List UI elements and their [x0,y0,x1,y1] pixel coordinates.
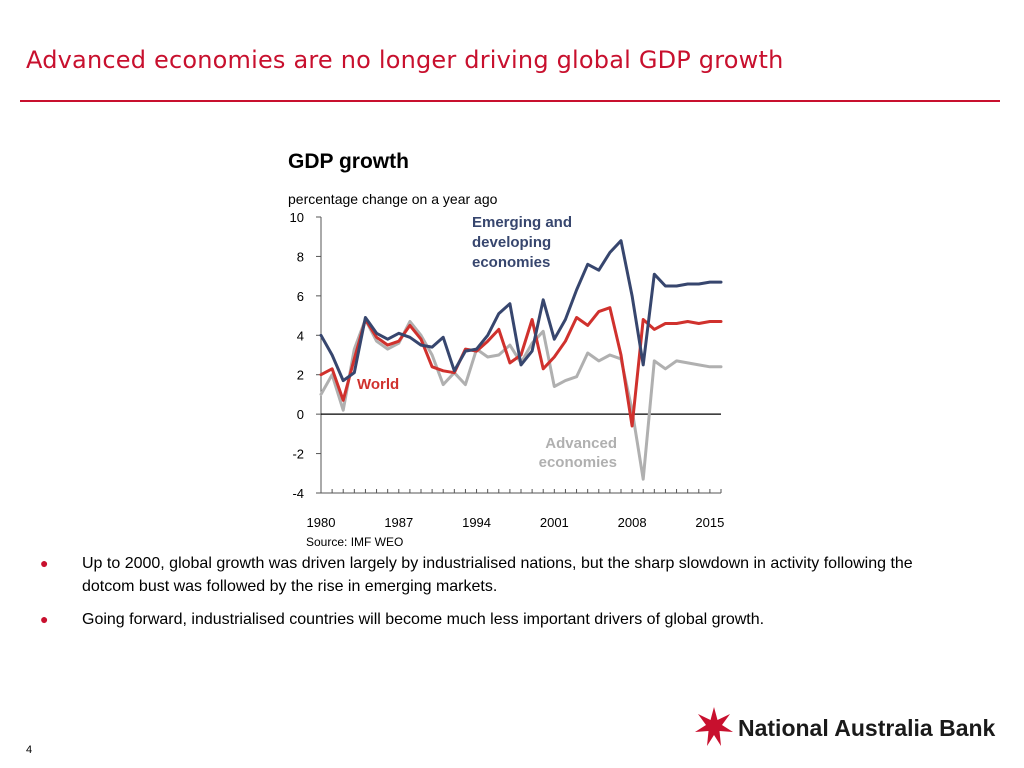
series-line-1 [319,306,723,428]
nab-logo: National Australia Bank [694,706,1004,750]
y-tick-label: 0 [297,407,304,422]
x-tick-label: 1994 [462,515,491,530]
bullet-text: Up to 2000, global growth was driven lar… [82,555,913,595]
y-tick-label: 4 [297,328,304,343]
y-tick-label: 2 [297,368,304,383]
series-label-2: Advanced [545,435,617,452]
y-tick-label: 6 [297,289,304,304]
chart-source: Source: IMF WEO [306,535,404,549]
x-tick-label: 2001 [540,515,569,530]
series-label-0: economies [472,254,550,271]
series-label-2: economies [539,454,617,471]
chart-title: GDP growth [288,150,409,173]
bullet-item: ● Going forward, industrialised countrie… [36,608,966,631]
gdp-growth-chart: -4 -2 0 2 4 6 8 10 1980 1987 1994 2001 2008 2015 Emer… [290,210,725,530]
series-line-2 [319,318,723,481]
bullet-item: ● Up to 2000, global growth was driven l… [36,552,966,598]
x-tick-label: 2008 [618,515,647,530]
series-label-1: World [357,376,399,393]
chart-labels: Emerging and developing economies World Adva… [357,214,617,471]
y-tick-label: 8 [297,249,304,264]
series-line-0 [319,239,723,383]
chart-subtitle: percentage change on a year ago [288,191,498,207]
bullet-dot-icon: ● [40,555,49,571]
page-number: 4 [26,744,33,756]
bullet-text: Going forward, industrialised countries … [82,611,765,628]
title-divider [20,100,1000,102]
nab-star-icon [695,707,733,746]
chart-axes: -4 -2 0 2 4 6 8 10 1980 1987 1994 2001 2008 2015 [290,210,725,530]
y-tick-label: 10 [290,210,304,225]
y-tick-label: -4 [292,486,304,501]
series-label-0: Emerging and [472,214,572,231]
x-tick-label: 1980 [307,515,336,530]
bullet-dot-icon: ● [40,611,49,627]
y-tick-label: -2 [292,447,304,462]
x-tick-label: 2015 [695,515,724,530]
chart-series [319,239,723,481]
series-label-0: developing [472,234,551,251]
logo-text: National Australia Bank [738,715,996,741]
slide-title: Advanced economies are no longer driving… [26,46,784,74]
bullet-list: ● Up to 2000, global growth was driven l… [36,552,966,641]
x-tick-label: 1987 [384,515,413,530]
